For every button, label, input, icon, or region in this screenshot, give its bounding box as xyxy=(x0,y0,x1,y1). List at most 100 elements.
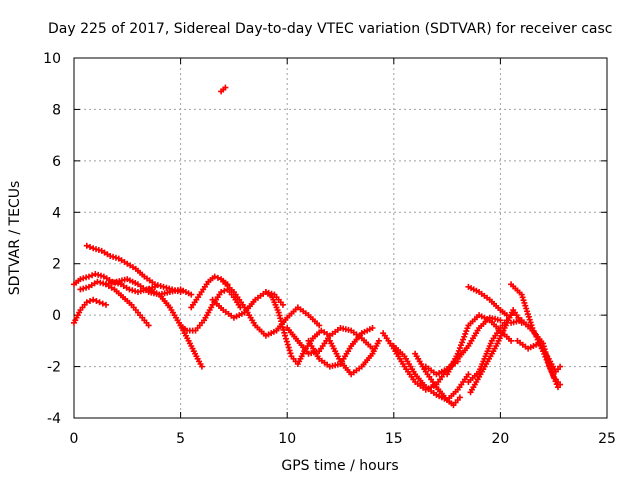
y-tick-label: 0 xyxy=(52,308,61,324)
y-tick-label: 6 xyxy=(52,154,61,170)
series-track-19 xyxy=(444,312,515,378)
data-point xyxy=(160,283,167,290)
chart-title: Day 225 of 2017, Sidereal Day-to-day VTE… xyxy=(48,21,612,37)
data-point xyxy=(221,287,228,294)
data-point xyxy=(369,325,376,331)
data-point xyxy=(129,287,136,294)
data-point xyxy=(316,322,323,329)
y-tick-label: 4 xyxy=(52,205,61,221)
data-point xyxy=(83,274,90,281)
y-tick-label: 10 xyxy=(43,51,61,67)
data-point xyxy=(188,291,195,298)
data-point xyxy=(83,242,90,249)
data-point xyxy=(77,276,84,283)
data-point xyxy=(455,347,462,354)
series-track-14 xyxy=(326,337,382,378)
data-point xyxy=(282,335,289,342)
data-point xyxy=(90,245,97,252)
data-point xyxy=(285,344,292,351)
data-point xyxy=(462,330,469,337)
axis-ticks: 0 5 10 15 20 25 -4 -2 0 2 4 6 8 10 xyxy=(43,51,616,447)
data-point xyxy=(110,253,117,260)
data-point xyxy=(211,273,218,280)
data-point xyxy=(456,394,463,401)
y-axis-label: SDTVAR / TECUs xyxy=(7,181,23,296)
data-point xyxy=(463,328,470,335)
series-track-10 xyxy=(220,278,323,339)
data-point xyxy=(149,284,156,291)
data-point xyxy=(95,271,102,278)
data-point xyxy=(92,271,99,277)
data-point xyxy=(222,84,229,91)
data-point xyxy=(163,284,170,291)
data-point xyxy=(112,254,119,261)
series-track-9 xyxy=(209,289,286,321)
data-point xyxy=(100,280,107,287)
series-track-4 xyxy=(71,296,109,326)
series-track-16 xyxy=(390,343,472,403)
x-tick-label: 15 xyxy=(385,431,403,447)
data-point xyxy=(157,283,164,289)
data-point xyxy=(218,289,225,295)
data-point xyxy=(93,298,100,304)
x-tick-label: 20 xyxy=(491,431,509,447)
data-point xyxy=(96,299,103,306)
x-tick-label: 0 xyxy=(70,431,79,447)
data-point xyxy=(284,341,291,348)
plot-frame xyxy=(73,57,608,419)
data-point xyxy=(461,333,468,340)
series-track-25 xyxy=(514,337,564,375)
data-point xyxy=(554,384,561,391)
series-track-1 xyxy=(83,242,184,295)
series-track-8 xyxy=(188,273,231,311)
data-point xyxy=(214,274,221,281)
data-point xyxy=(98,272,105,279)
data-point xyxy=(107,253,114,259)
data-point xyxy=(97,279,104,286)
data-point xyxy=(497,317,504,324)
data-point xyxy=(83,284,90,291)
data-point xyxy=(134,289,141,295)
series-track-3 xyxy=(77,278,152,329)
data-point xyxy=(282,332,289,339)
data-point xyxy=(77,286,84,293)
data-points xyxy=(71,84,564,409)
y-tick-label: -4 xyxy=(47,411,61,427)
series-track-2 xyxy=(71,271,159,295)
data-point xyxy=(283,338,290,345)
data-point xyxy=(557,363,564,370)
x-tick-label: 5 xyxy=(176,431,185,447)
series-track-26 xyxy=(218,84,229,95)
data-point xyxy=(279,301,286,308)
data-point xyxy=(95,247,102,253)
x-axis-label: GPS time / hours xyxy=(281,458,398,474)
data-point xyxy=(102,301,109,308)
data-point xyxy=(85,273,92,280)
data-point xyxy=(90,296,97,303)
data-point xyxy=(503,312,510,319)
series-track-22 xyxy=(465,283,510,319)
data-point xyxy=(99,300,106,307)
x-tick-label: 25 xyxy=(598,431,616,447)
y-tick-label: 2 xyxy=(52,257,61,273)
data-point xyxy=(132,288,139,295)
data-point xyxy=(459,339,466,346)
data-point xyxy=(94,278,101,285)
y-tick-label: -2 xyxy=(47,360,61,376)
data-point xyxy=(198,363,205,370)
data-point xyxy=(287,350,294,357)
data-point xyxy=(508,337,515,344)
x-tick-label: 10 xyxy=(278,431,296,447)
data-point xyxy=(80,285,87,292)
data-point xyxy=(286,347,293,354)
data-point xyxy=(86,298,93,304)
series-track-17 xyxy=(412,350,463,409)
data-point xyxy=(89,272,96,279)
y-tick-label: 8 xyxy=(52,102,61,118)
data-point xyxy=(456,345,463,352)
data-point xyxy=(126,286,133,293)
data-point xyxy=(375,337,382,344)
data-point xyxy=(460,336,467,343)
data-point xyxy=(80,275,87,282)
